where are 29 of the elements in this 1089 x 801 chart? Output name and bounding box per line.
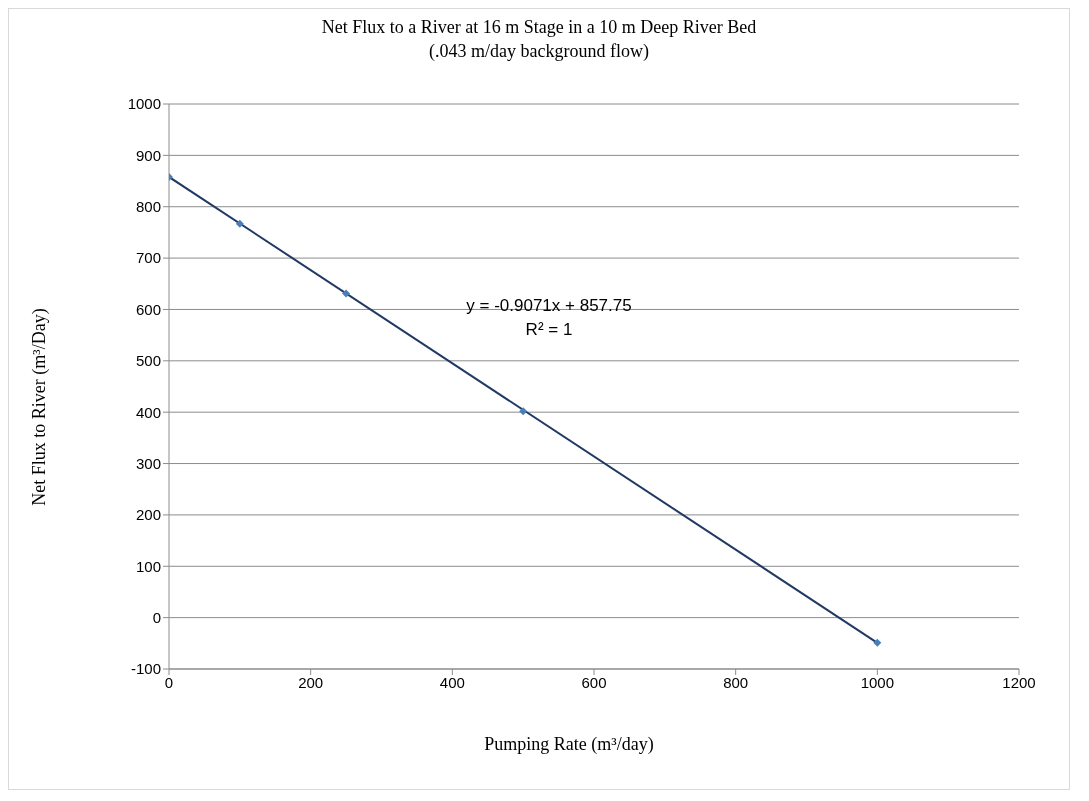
- point: [873, 638, 882, 647]
- annotation: R² = 1: [524, 319, 574, 341]
- x-tick-label: 400: [439, 673, 465, 691]
- x-tick-label: 1200: [1002, 673, 1036, 691]
- y-tick-label: 100: [135, 557, 161, 575]
- y-axis-title: Net Flux to River (m³/Day): [28, 307, 50, 506]
- chart-subtitle: (.043 m/day background flow): [428, 40, 650, 63]
- y-tick-label: 900: [135, 146, 161, 164]
- chart-title: Net Flux to a River at 16 m Stage in a 10 m Deep River Bed: [320, 16, 758, 39]
- y-tick-label: 400: [135, 403, 161, 421]
- x-tick-label: 1000: [860, 673, 895, 691]
- annotation: y = -0.9071x + 857.75: [465, 295, 633, 317]
- x-tick-label: 600: [581, 673, 607, 691]
- y-tick-label: 600: [135, 300, 161, 318]
- y-tick-label: 200: [135, 506, 161, 524]
- x-tick-label: 0: [164, 673, 174, 691]
- y-tick-label: 0: [152, 608, 161, 626]
- point: [519, 407, 528, 416]
- point: [342, 289, 351, 298]
- x-tick-label: 200: [298, 673, 324, 691]
- y-tick-label: 300: [135, 454, 161, 472]
- y-tick-label: 800: [135, 198, 161, 216]
- x-tick-label: 800: [723, 673, 749, 691]
- y-tick-label: 1000: [127, 95, 161, 113]
- y-tick-label: 500: [135, 352, 161, 370]
- y-tick-label: -100: [130, 660, 161, 678]
- point: [235, 219, 244, 228]
- y-tick-label: 700: [135, 249, 161, 267]
- x-axis-title: Pumping Rate (m³/day): [483, 734, 655, 755]
